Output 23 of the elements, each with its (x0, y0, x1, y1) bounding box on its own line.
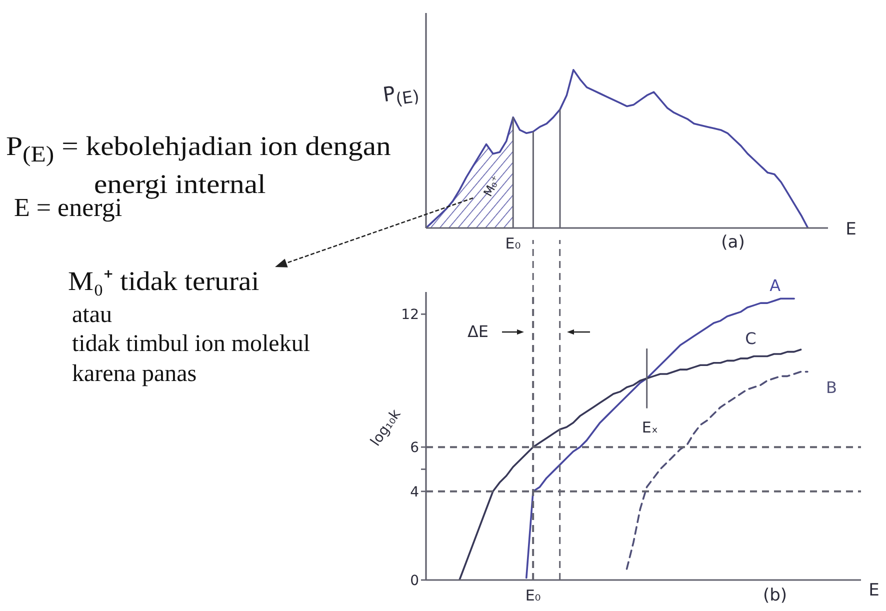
y-axis-title: P$_{(E)}$ (381, 80, 420, 110)
annotation: M₀⁺ (480, 173, 504, 199)
line-series (458, 348, 802, 580)
text: (b) (762, 586, 788, 606)
y-tick-label: 6 (410, 440, 420, 456)
text: M₀⁺ tidak terurai (68, 266, 260, 296)
text: atau (72, 301, 112, 329)
y-tick-label: 12 (401, 307, 419, 324)
x-axis-title: E (846, 220, 856, 240)
text: karena panas (72, 360, 197, 388)
y-tick-label: 4 (410, 484, 420, 500)
line-series (525, 298, 795, 579)
x-axis-title: E (868, 580, 880, 600)
series-label: C (745, 328, 756, 348)
annotation: Eₓ (642, 418, 658, 436)
text: (a) (721, 232, 745, 252)
y-tick-label: 0 (410, 572, 419, 589)
line-series (626, 370, 808, 570)
annotation: ΔE (467, 322, 489, 341)
series-label: B (826, 378, 837, 397)
text: E₀ (505, 234, 521, 252)
series-label: A (770, 276, 781, 295)
text: tidak timbul ion molekul (72, 330, 310, 358)
